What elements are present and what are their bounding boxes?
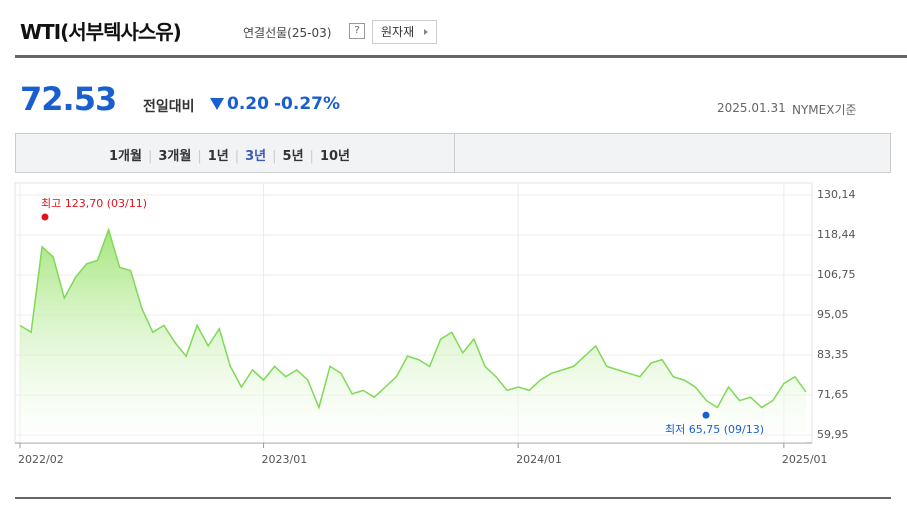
area-fill bbox=[20, 229, 806, 443]
price: 72.53 bbox=[20, 80, 117, 118]
tab[interactable]: 1년 bbox=[207, 149, 229, 164]
tab[interactable]: 1개월 bbox=[109, 149, 142, 164]
extreme-marker bbox=[702, 411, 710, 419]
x-tick-label: 2023/01 bbox=[262, 453, 308, 466]
tab[interactable]: 3년 bbox=[245, 149, 267, 164]
x-tick-label: 2025/01 bbox=[782, 453, 828, 466]
divider bbox=[15, 55, 907, 58]
title: WTI(서부텍사스유) bbox=[20, 20, 182, 44]
change: 0.20 bbox=[227, 94, 269, 114]
tab-bar bbox=[15, 133, 891, 173]
divider bbox=[15, 497, 891, 499]
extreme-label: 최고 123,70 (03/11) bbox=[41, 197, 147, 210]
date: 2025.01.31 bbox=[717, 101, 786, 115]
y-tick-label: 118,44 bbox=[817, 228, 856, 241]
price-line bbox=[19, 227, 807, 410]
tab-list: 1개월 | 3개월 | 1년 | 3년 | 5년 | 10년 bbox=[103, 145, 356, 164]
tab-separator: | bbox=[234, 149, 240, 164]
change-percent: -0.27% bbox=[274, 94, 341, 114]
tab[interactable]: 10년 bbox=[319, 149, 350, 164]
tab-separator: | bbox=[147, 149, 153, 164]
basis: NYMEX기준 bbox=[792, 103, 857, 117]
tab[interactable]: 3개월 bbox=[158, 149, 192, 164]
y-tick-label: 71,65 bbox=[817, 388, 849, 401]
subtitle: 연결선물(25-03) bbox=[243, 26, 332, 40]
y-tick-label: 95,05 bbox=[817, 308, 849, 321]
y-tick-label: 59,95 bbox=[817, 428, 849, 441]
tab[interactable]: 5년 bbox=[282, 149, 304, 164]
help-button[interactable]: ? bbox=[349, 23, 365, 39]
x-tick-label: 2022/02 bbox=[18, 453, 64, 466]
x-tick-label: 2024/01 bbox=[516, 453, 562, 466]
y-tick-label: 130,14 bbox=[817, 188, 856, 201]
y-tick-label: 83,35 bbox=[817, 348, 849, 361]
tab-separator: | bbox=[197, 149, 202, 164]
extreme-label: 최저 65,75 (09/13) bbox=[665, 423, 764, 436]
chart: 59,95 71,65 83,35 95,05 106,75 118,44 130,14 20… bbox=[14, 182, 856, 466]
extreme-marker bbox=[41, 213, 49, 221]
y-tick-label: 106,75 bbox=[817, 268, 856, 281]
tab-separator: | bbox=[309, 149, 314, 164]
category-button[interactable]: 원자재 bbox=[372, 20, 438, 44]
change-label: 전일대비 bbox=[143, 99, 195, 115]
tab-separator: | bbox=[272, 149, 277, 164]
tab-divider bbox=[454, 134, 455, 172]
down-arrow bbox=[210, 98, 224, 110]
